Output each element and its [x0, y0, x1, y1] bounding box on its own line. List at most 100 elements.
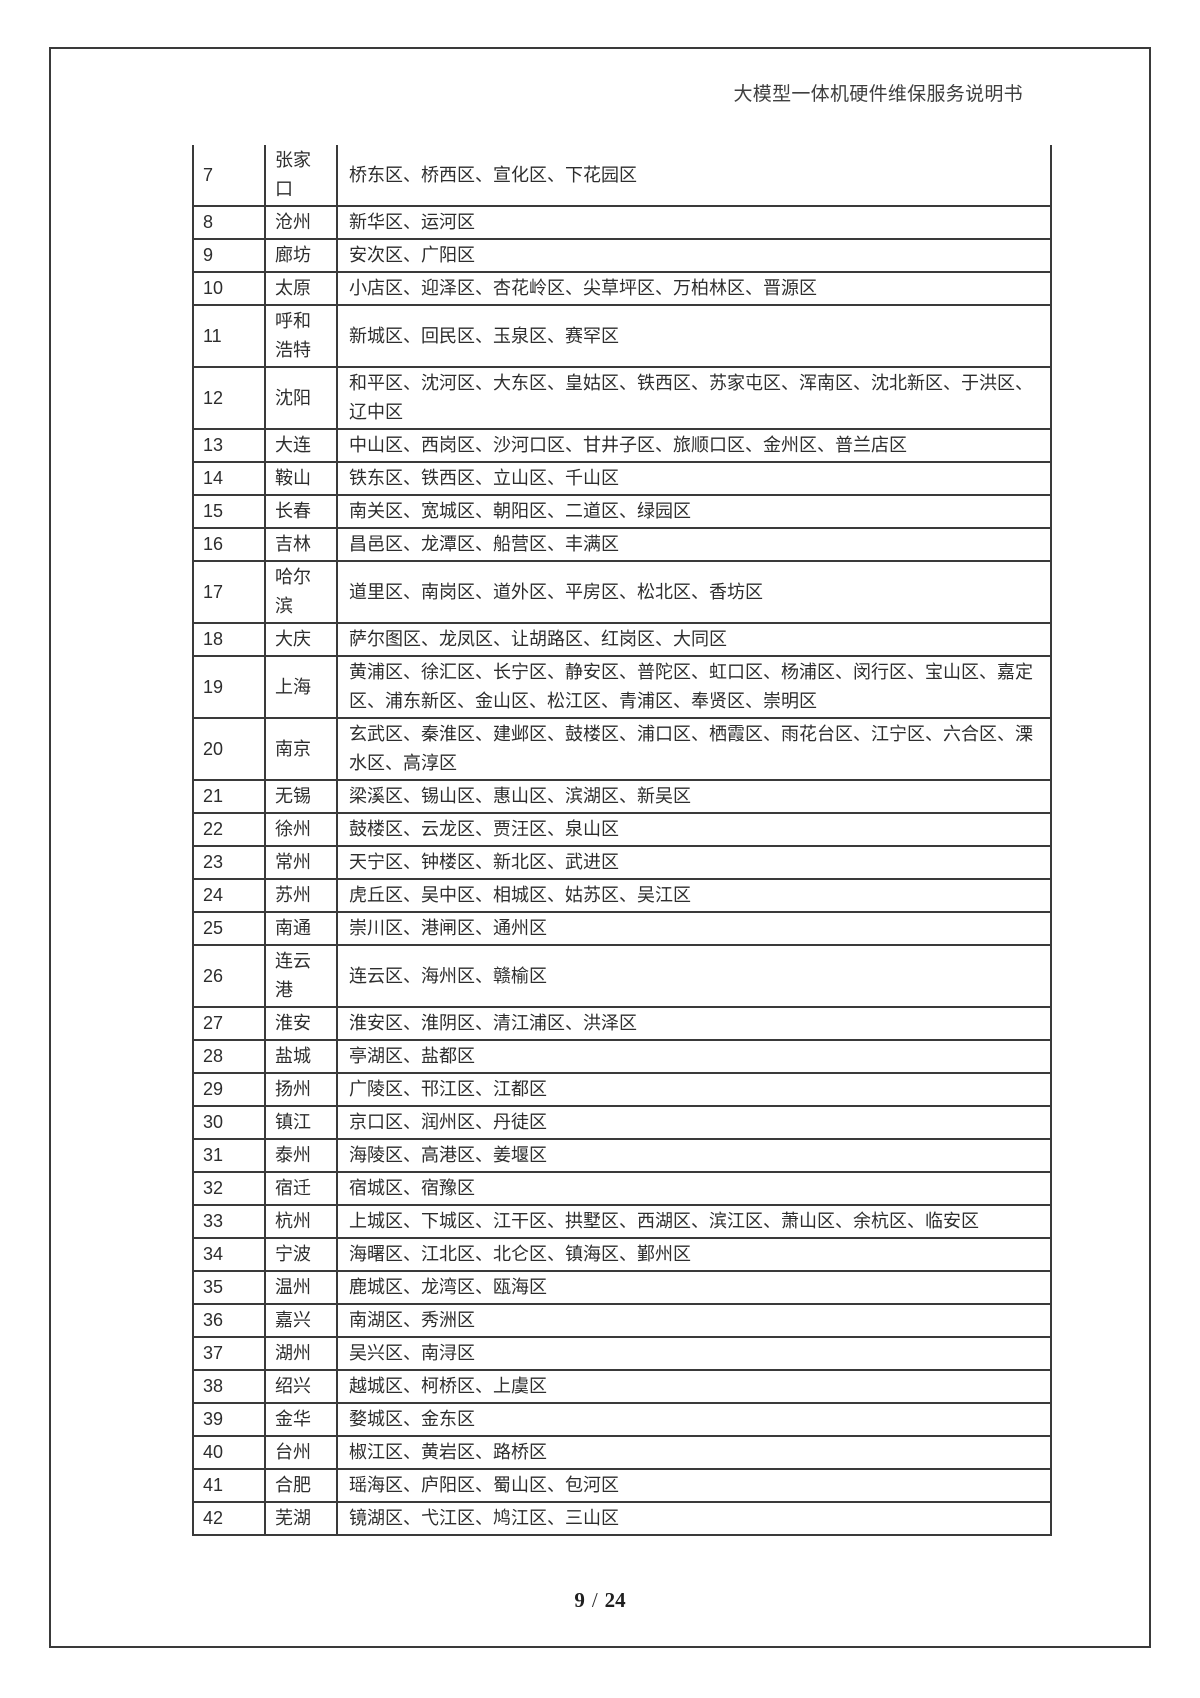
page-number-current: 9 — [574, 1588, 585, 1612]
city-cell: 大庆 — [264, 622, 338, 657]
table-row: 11 呼和浩特 新城区、回民区、玉泉区、赛罕区 — [192, 304, 1052, 368]
row-number-cell: 17 — [192, 560, 266, 624]
districts-cell: 瑶海区、庐阳区、蜀山区、包河区 — [336, 1468, 1052, 1503]
row-number-cell: 12 — [192, 366, 266, 430]
districts-cell: 海曙区、江北区、北仑区、镇海区、鄞州区 — [336, 1237, 1052, 1272]
districts-cell: 新华区、运河区 — [336, 205, 1052, 240]
table-row: 36 嘉兴 南湖区、秀洲区 — [192, 1303, 1052, 1338]
table-row: 39 金华 婺城区、金东区 — [192, 1402, 1052, 1437]
city-cell: 南京 — [264, 717, 338, 781]
city-cell: 金华 — [264, 1402, 338, 1437]
districts-cell: 南湖区、秀洲区 — [336, 1303, 1052, 1338]
service-region-table: 7 张家口 桥东区、桥西区、宣化区、下花园区 8 沧州 新华区、运河区 9 廊坊… — [192, 145, 1052, 1536]
city-cell: 徐州 — [264, 812, 338, 847]
table-row: 7 张家口 桥东区、桥西区、宣化区、下花园区 — [192, 145, 1052, 207]
row-number-cell: 35 — [192, 1270, 266, 1305]
table-row: 28 盐城 亭湖区、盐都区 — [192, 1039, 1052, 1074]
row-number-cell: 8 — [192, 205, 266, 240]
city-cell: 芜湖 — [264, 1501, 338, 1536]
districts-cell: 铁东区、铁西区、立山区、千山区 — [336, 461, 1052, 496]
table-row: 31 泰州 海陵区、高港区、姜堰区 — [192, 1138, 1052, 1173]
districts-cell: 上城区、下城区、江干区、拱墅区、西湖区、滨江区、萧山区、余杭区、临安区 — [336, 1204, 1052, 1239]
city-cell: 廊坊 — [264, 238, 338, 273]
districts-cell: 和平区、沈河区、大东区、皇姑区、铁西区、苏家屯区、浑南区、沈北新区、于洪区、辽中… — [336, 366, 1052, 430]
row-number-cell: 10 — [192, 271, 266, 306]
row-number-cell: 40 — [192, 1435, 266, 1470]
table-row: 12 沈阳 和平区、沈河区、大东区、皇姑区、铁西区、苏家屯区、浑南区、沈北新区、… — [192, 366, 1052, 430]
table-row: 10 太原 小店区、迎泽区、杏花岭区、尖草坪区、万柏林区、晋源区 — [192, 271, 1052, 306]
districts-cell: 梁溪区、锡山区、惠山区、滨湖区、新吴区 — [336, 779, 1052, 814]
table-row: 21 无锡 梁溪区、锡山区、惠山区、滨湖区、新吴区 — [192, 779, 1052, 814]
districts-cell: 昌邑区、龙潭区、船营区、丰满区 — [336, 527, 1052, 562]
row-number-cell: 28 — [192, 1039, 266, 1074]
city-cell: 台州 — [264, 1435, 338, 1470]
districts-cell: 椒江区、黄岩区、路桥区 — [336, 1435, 1052, 1470]
city-cell: 宿迁 — [264, 1171, 338, 1206]
districts-cell: 黄浦区、徐汇区、长宁区、静安区、普陀区、虹口区、杨浦区、闵行区、宝山区、嘉定区、… — [336, 655, 1052, 719]
row-number-cell: 20 — [192, 717, 266, 781]
row-number-cell: 27 — [192, 1006, 266, 1041]
row-number-cell: 15 — [192, 494, 266, 529]
table-row: 27 淮安 淮安区、淮阴区、清江浦区、洪泽区 — [192, 1006, 1052, 1041]
table-row: 13 大连 中山区、西岗区、沙河口区、甘井子区、旅顺口区、金州区、普兰店区 — [192, 428, 1052, 463]
table-row: 18 大庆 萨尔图区、龙凤区、让胡路区、红岗区、大同区 — [192, 622, 1052, 657]
table-row: 15 长春 南关区、宽城区、朝阳区、二道区、绿园区 — [192, 494, 1052, 529]
table-row: 35 温州 鹿城区、龙湾区、瓯海区 — [192, 1270, 1052, 1305]
row-number-cell: 33 — [192, 1204, 266, 1239]
city-cell: 扬州 — [264, 1072, 338, 1107]
row-number-cell: 25 — [192, 911, 266, 946]
table-row: 24 苏州 虎丘区、吴中区、相城区、姑苏区、吴江区 — [192, 878, 1052, 913]
districts-cell: 吴兴区、南浔区 — [336, 1336, 1052, 1371]
districts-cell: 淮安区、淮阴区、清江浦区、洪泽区 — [336, 1006, 1052, 1041]
city-cell: 温州 — [264, 1270, 338, 1305]
row-number-cell: 22 — [192, 812, 266, 847]
districts-cell: 玄武区、秦淮区、建邺区、鼓楼区、浦口区、栖霞区、雨花台区、江宁区、六合区、溧水区… — [336, 717, 1052, 781]
table-row: 16 吉林 昌邑区、龙潭区、船营区、丰满区 — [192, 527, 1052, 562]
row-number-cell: 32 — [192, 1171, 266, 1206]
table-row: 14 鞍山 铁东区、铁西区、立山区、千山区 — [192, 461, 1052, 496]
table-row: 33 杭州 上城区、下城区、江干区、拱墅区、西湖区、滨江区、萧山区、余杭区、临安… — [192, 1204, 1052, 1239]
table-row: 32 宿迁 宿城区、宿豫区 — [192, 1171, 1052, 1206]
table-row: 25 南通 崇川区、港闸区、通州区 — [192, 911, 1052, 946]
districts-cell: 越城区、柯桥区、上虞区 — [336, 1369, 1052, 1404]
row-number-cell: 42 — [192, 1501, 266, 1536]
city-cell: 张家口 — [264, 145, 338, 207]
page-number-separator: / — [591, 1588, 598, 1612]
city-cell: 大连 — [264, 428, 338, 463]
table-row: 23 常州 天宁区、钟楼区、新北区、武进区 — [192, 845, 1052, 880]
table-row: 8 沧州 新华区、运河区 — [192, 205, 1052, 240]
districts-cell: 亭湖区、盐都区 — [336, 1039, 1052, 1074]
table-row: 26 连云港 连云区、海州区、赣榆区 — [192, 944, 1052, 1008]
row-number-cell: 34 — [192, 1237, 266, 1272]
region-table-body: 7 张家口 桥东区、桥西区、宣化区、下花园区 8 沧州 新华区、运河区 9 廊坊… — [192, 145, 1052, 1536]
city-cell: 哈尔滨 — [264, 560, 338, 624]
city-cell: 沧州 — [264, 205, 338, 240]
districts-cell: 连云区、海州区、赣榆区 — [336, 944, 1052, 1008]
districts-cell: 广陵区、邗江区、江都区 — [336, 1072, 1052, 1107]
page-number-total: 24 — [604, 1588, 626, 1612]
districts-cell: 鼓楼区、云龙区、贾汪区、泉山区 — [336, 812, 1052, 847]
row-number-cell: 39 — [192, 1402, 266, 1437]
row-number-cell: 11 — [192, 304, 266, 368]
city-cell: 吉林 — [264, 527, 338, 562]
city-cell: 上海 — [264, 655, 338, 719]
row-number-cell: 37 — [192, 1336, 266, 1371]
table-row: 38 绍兴 越城区、柯桥区、上虞区 — [192, 1369, 1052, 1404]
row-number-cell: 23 — [192, 845, 266, 880]
districts-cell: 小店区、迎泽区、杏花岭区、尖草坪区、万柏林区、晋源区 — [336, 271, 1052, 306]
city-cell: 嘉兴 — [264, 1303, 338, 1338]
districts-cell: 宿城区、宿豫区 — [336, 1171, 1052, 1206]
row-number-cell: 36 — [192, 1303, 266, 1338]
row-number-cell: 26 — [192, 944, 266, 1008]
city-cell: 呼和浩特 — [264, 304, 338, 368]
row-number-cell: 41 — [192, 1468, 266, 1503]
table-row: 9 廊坊 安次区、广阳区 — [192, 238, 1052, 273]
table-row: 37 湖州 吴兴区、南浔区 — [192, 1336, 1052, 1371]
row-number-cell: 13 — [192, 428, 266, 463]
city-cell: 宁波 — [264, 1237, 338, 1272]
row-number-cell: 24 — [192, 878, 266, 913]
page-footer: 9/24 — [0, 1588, 1200, 1613]
city-cell: 泰州 — [264, 1138, 338, 1173]
districts-cell: 道里区、南岗区、道外区、平房区、松北区、香坊区 — [336, 560, 1052, 624]
table-row: 17 哈尔滨 道里区、南岗区、道外区、平房区、松北区、香坊区 — [192, 560, 1052, 624]
